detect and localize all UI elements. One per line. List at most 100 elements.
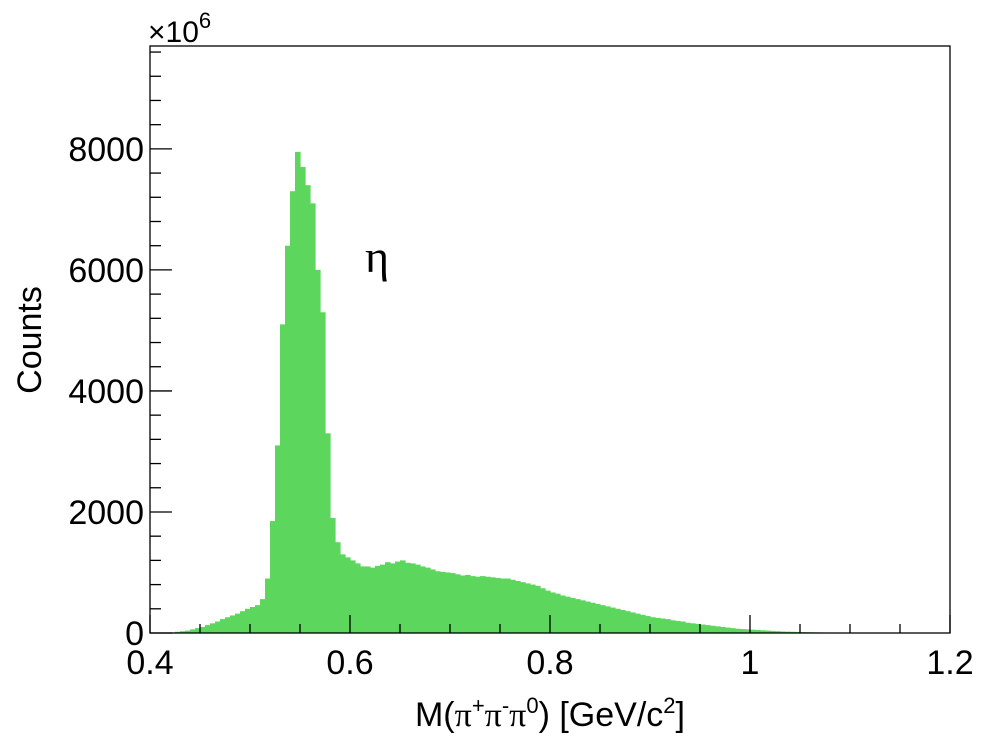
histogram-bar: [665, 619, 671, 633]
x-tick-label: 0.6: [326, 644, 373, 682]
histogram-bar: [300, 167, 306, 633]
histogram-bar: [360, 566, 366, 633]
histogram-bar: [255, 605, 261, 633]
y-tick-label: 8000: [68, 131, 144, 169]
histogram-bar: [380, 564, 386, 633]
histogram-bar: [390, 563, 396, 633]
histogram-bar: [405, 562, 411, 633]
histogram-bar: [750, 629, 756, 633]
histogram-bar: [330, 518, 336, 633]
histogram-bar: [575, 599, 581, 633]
histogram-bar: [635, 613, 641, 633]
histogram-bar: [625, 611, 631, 633]
histogram-bar: [410, 563, 416, 633]
histogram-bar: [480, 576, 486, 633]
histogram-bar: [675, 620, 681, 633]
histogram-bar: [235, 613, 241, 633]
axis-ticks: [149, 51, 951, 634]
histogram-bar: [775, 631, 781, 633]
histogram-bar: [195, 628, 201, 633]
histogram-bar: [615, 608, 621, 633]
histogram-bar: [325, 433, 331, 633]
y-tick-label: 0: [125, 615, 144, 653]
histogram-bar: [505, 578, 511, 633]
histogram-bar: [335, 542, 341, 633]
histogram-bar: [320, 312, 326, 633]
histogram-bar: [220, 619, 226, 633]
y-tick-label: 4000: [68, 373, 144, 411]
histogram-bar: [475, 576, 481, 633]
x-tick-label: 1.2: [926, 644, 973, 682]
histogram-bar: [640, 614, 646, 633]
histogram-bar: [700, 624, 706, 633]
histogram-bar: [550, 592, 556, 633]
histogram-bar: [605, 606, 611, 633]
histogram-bar: [285, 245, 291, 633]
histogram-bar: [620, 610, 626, 633]
histogram-bar: [670, 620, 676, 633]
histogram-bar: [610, 607, 616, 633]
histogram-bar: [785, 631, 791, 633]
histogram-bar: [205, 625, 211, 633]
histogram-bar: [760, 630, 766, 633]
histogram-bar: [420, 566, 426, 633]
histogram-bar: [580, 600, 586, 633]
x-tick-label: 1: [741, 644, 760, 682]
x-tick-labels: 0.4 0.6 0.8 1 1.2: [126, 644, 973, 682]
histogram-bar: [490, 577, 496, 633]
histogram-bar: [305, 185, 311, 634]
histogram-bar: [345, 557, 351, 633]
histogram-bar: [470, 576, 476, 633]
histogram-bar: [200, 626, 206, 633]
histogram-bar: [435, 571, 441, 633]
histogram-bar: [180, 631, 186, 633]
eta-annotation: η: [365, 231, 389, 282]
histogram-bar: [225, 617, 231, 633]
histogram-bar: [495, 577, 501, 633]
histogram-bar: [430, 569, 436, 633]
histogram-bar: [585, 601, 591, 633]
histogram-bar: [725, 627, 731, 633]
histogram-bar: [710, 625, 716, 633]
histogram-bar: [245, 608, 251, 633]
histogram-bar: [735, 628, 741, 633]
histogram-bar: [510, 579, 516, 633]
y-axis-title: Counts: [11, 286, 49, 394]
histogram-bar: [460, 575, 466, 633]
histogram-bar: [705, 625, 711, 633]
x-tick-label: 0.8: [526, 644, 573, 682]
histogram-bar: [315, 269, 321, 633]
y-tick-label: 2000: [68, 494, 144, 532]
histogram-bar: [270, 521, 276, 633]
histogram-bar: [690, 623, 696, 633]
histogram-bar: [530, 584, 536, 633]
histogram-bar: [600, 605, 606, 633]
histogram-bar: [590, 602, 596, 633]
histogram-bar: [445, 572, 451, 633]
histogram-bar: [570, 597, 576, 633]
histogram-bar: [250, 606, 256, 633]
histogram-bar: [485, 576, 491, 633]
histogram-bar: [630, 612, 636, 633]
histogram-bar: [745, 629, 751, 633]
histogram-bar: [240, 611, 246, 633]
histogram-bar: [425, 567, 431, 633]
histogram-bar: [720, 626, 726, 633]
histogram-bar: [740, 629, 746, 633]
histogram-bar: [275, 445, 281, 633]
histogram-bar: [650, 617, 656, 633]
histogram-bar: [525, 583, 531, 633]
x-axis-title: M(π+π-π0) [GeV/c2]: [415, 693, 685, 734]
histogram-bar: [680, 621, 686, 633]
histogram-bar: [500, 578, 506, 633]
histogram-bar: [450, 573, 456, 633]
histogram-bar: [385, 562, 391, 633]
histogram-bar: [535, 585, 541, 633]
histogram-bar: [260, 599, 266, 633]
histogram-bar: [695, 623, 701, 633]
histogram-bar: [540, 588, 546, 633]
histogram-bar: [190, 629, 196, 633]
histogram-bar: [545, 590, 551, 633]
histogram-bar: [355, 563, 361, 633]
